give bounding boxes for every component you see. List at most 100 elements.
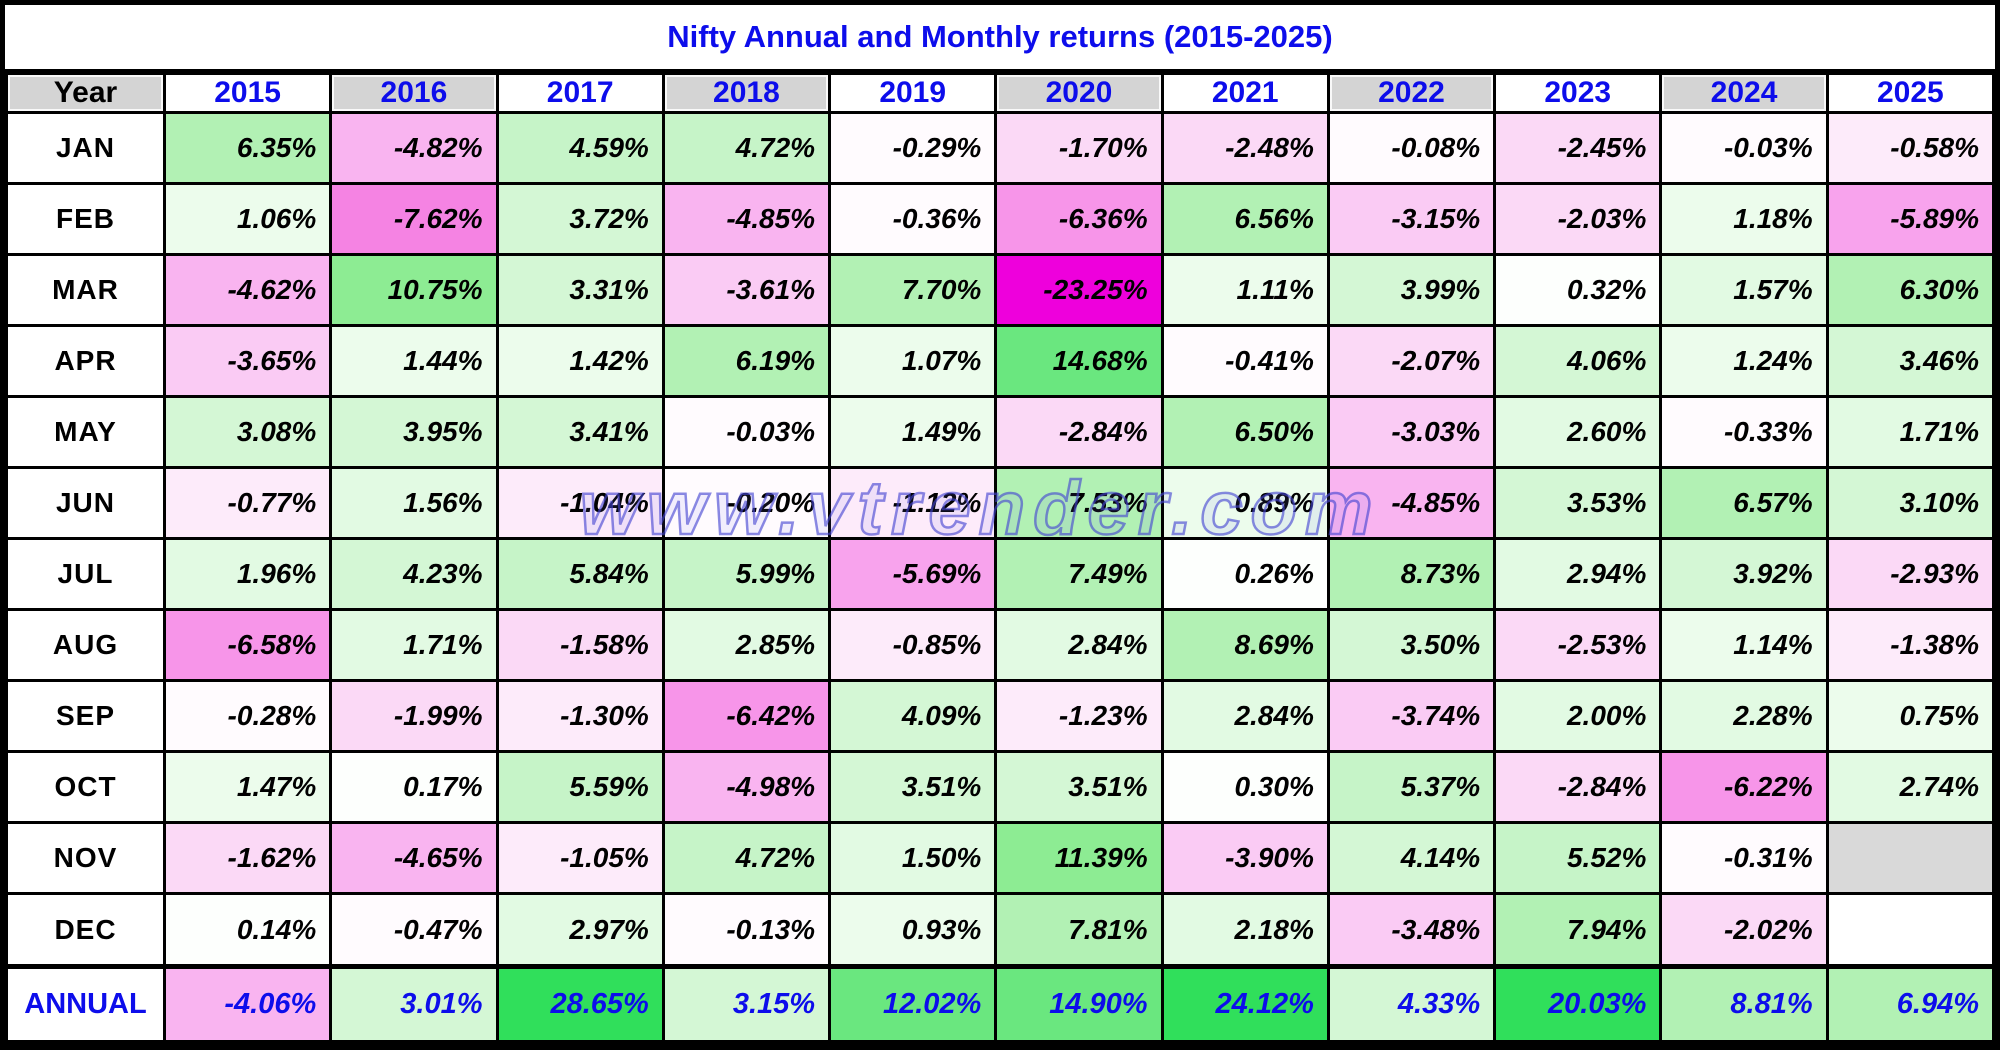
cell-aug-2019: -0.85%: [828, 608, 998, 683]
table-row-dec: DEC 0.14% -0.47% 2.97% -0.13% 0.93% 7.81% 2.18%…: [5, 892, 1995, 969]
cell-jul-2017: 5.84%: [495, 537, 665, 612]
table-header: Year 2015 2016 2017 2018 2019 2020 2021 2022 2023…: [5, 72, 1995, 114]
cell-sep-2015: -0.28%: [162, 679, 333, 754]
cell-apr-2016: 1.44%: [329, 324, 499, 399]
year-header-2016: 2016: [329, 72, 499, 114]
cell-oct-2020: 3.51%: [994, 750, 1164, 825]
cell-feb-2015: 1.06%: [162, 182, 333, 257]
cell-jan-2016: -4.82%: [329, 110, 499, 186]
cell-jan-2020: -1.70%: [994, 110, 1164, 186]
cell-jun-2021: 0.89%: [1160, 466, 1330, 541]
cell-may-2016: 3.95%: [329, 395, 499, 470]
cell-jun-2019: -1.12%: [828, 466, 998, 541]
table-row-apr: APR -3.65% 1.44% 1.42% 6.19% 1.07% 14.68% -0.41…: [5, 324, 1995, 399]
cell-may-2021: 6.50%: [1160, 395, 1330, 470]
year-header-2022: 2022: [1326, 72, 1497, 114]
cell-aug-2018: 2.85%: [661, 608, 832, 683]
cell-sep-2017: -1.30%: [495, 679, 665, 754]
table-row-annual: ANNUAL -4.06% 3.01% 28.65% 3.15% 12.02% 14.90%…: [5, 964, 1995, 1043]
cell-jul-2015: 1.96%: [162, 537, 333, 612]
cell-oct-2018: -4.98%: [661, 750, 832, 825]
cell-annual-2016: 3.01%: [329, 964, 499, 1043]
cell-aug-2023: -2.53%: [1493, 608, 1663, 683]
cell-feb-2021: 6.56%: [1160, 182, 1330, 257]
month-label-feb: FEB: [5, 182, 166, 257]
cell-feb-2017: 3.72%: [495, 182, 665, 257]
table-row-oct: OCT 1.47% 0.17% 5.59% -4.98% 3.51% 3.51% 0.30% 5…: [5, 750, 1995, 825]
year-header-2018: 2018: [661, 72, 832, 114]
cell-jun-2015: -0.77%: [162, 466, 333, 541]
cell-annual-2015: -4.06%: [162, 964, 333, 1043]
cell-jul-2021: 0.26%: [1160, 537, 1330, 612]
cell-dec-2017: 2.97%: [495, 892, 665, 969]
cell-mar-2025: 6.30%: [1825, 253, 1995, 328]
cell-dec-2025: [1825, 892, 1995, 969]
year-header-2019: 2019: [828, 72, 998, 114]
cell-may-2022: -3.03%: [1326, 395, 1497, 470]
table-row-nov: NOV -1.62% -4.65% -1.05% 4.72% 1.50% 11.39% -3.…: [5, 821, 1995, 896]
month-label-sep: SEP: [5, 679, 166, 754]
year-header-2020: 2020: [994, 72, 1164, 114]
cell-oct-2017: 5.59%: [495, 750, 665, 825]
cell-jan-2021: -2.48%: [1160, 110, 1330, 186]
cell-apr-2018: 6.19%: [661, 324, 832, 399]
month-label-oct: OCT: [5, 750, 166, 825]
cell-apr-2023: 4.06%: [1493, 324, 1663, 399]
cell-mar-2024: 1.57%: [1659, 253, 1829, 328]
cell-mar-2015: -4.62%: [162, 253, 333, 328]
month-label-apr: APR: [5, 324, 166, 399]
cell-sep-2020: -1.23%: [994, 679, 1164, 754]
cell-nov-2016: -4.65%: [329, 821, 499, 896]
month-label-aug: AUG: [5, 608, 166, 683]
cell-jan-2018: 4.72%: [661, 110, 832, 186]
cell-may-2025: 1.71%: [1825, 395, 1995, 470]
cell-dec-2023: 7.94%: [1493, 892, 1663, 969]
cell-mar-2020: -23.25%: [994, 253, 1164, 328]
cell-jan-2019: -0.29%: [828, 110, 998, 186]
cell-jun-2020: 7.53%: [994, 466, 1164, 541]
cell-aug-2024: 1.14%: [1659, 608, 1829, 683]
cell-may-2020: -2.84%: [994, 395, 1164, 470]
month-label-jun: JUN: [5, 466, 166, 541]
annual-label: ANNUAL: [5, 964, 166, 1043]
table-row-aug: AUG -6.58% 1.71% -1.58% 2.85% -0.85% 2.84% 8.69…: [5, 608, 1995, 683]
cell-jun-2018: -0.20%: [661, 466, 832, 541]
cell-mar-2022: 3.99%: [1326, 253, 1497, 328]
year-header-2017: 2017: [495, 72, 665, 114]
cell-nov-2025: [1825, 821, 1995, 896]
cell-dec-2024: -2.02%: [1659, 892, 1829, 969]
cell-may-2019: 1.49%: [828, 395, 998, 470]
cell-apr-2020: 14.68%: [994, 324, 1164, 399]
cell-nov-2020: 11.39%: [994, 821, 1164, 896]
cell-jan-2024: -0.03%: [1659, 110, 1829, 186]
cell-sep-2024: 2.28%: [1659, 679, 1829, 754]
cell-annual-2022: 4.33%: [1326, 964, 1497, 1043]
cell-dec-2015: 0.14%: [162, 892, 333, 969]
cell-jun-2023: 3.53%: [1493, 466, 1663, 541]
cell-annual-2023: 20.03%: [1493, 964, 1663, 1043]
cell-feb-2024: 1.18%: [1659, 182, 1829, 257]
cell-aug-2022: 3.50%: [1326, 608, 1497, 683]
cell-jul-2020: 7.49%: [994, 537, 1164, 612]
cell-oct-2015: 1.47%: [162, 750, 333, 825]
cell-dec-2018: -0.13%: [661, 892, 832, 969]
table-row-sep: SEP -0.28% -1.99% -1.30% -6.42% 4.09% -1.23% 2.…: [5, 679, 1995, 754]
cell-sep-2022: -3.74%: [1326, 679, 1497, 754]
cell-jan-2023: -2.45%: [1493, 110, 1663, 186]
table-row-mar: MAR -4.62% 10.75% 3.31% -3.61% 7.70% -23.25% 1.…: [5, 253, 1995, 328]
cell-mar-2021: 1.11%: [1160, 253, 1330, 328]
cell-aug-2015: -6.58%: [162, 608, 333, 683]
cell-aug-2021: 8.69%: [1160, 608, 1330, 683]
year-header-2015: 2015: [162, 72, 333, 114]
cell-mar-2019: 7.70%: [828, 253, 998, 328]
cell-annual-2021: 24.12%: [1160, 964, 1330, 1043]
table-row-may: MAY 3.08% 3.95% 3.41% -0.03% 1.49% -2.84% 6.50%…: [5, 395, 1995, 470]
cell-may-2017: 3.41%: [495, 395, 665, 470]
cell-nov-2017: -1.05%: [495, 821, 665, 896]
cell-nov-2024: -0.31%: [1659, 821, 1829, 896]
cell-aug-2020: 2.84%: [994, 608, 1164, 683]
cell-may-2024: -0.33%: [1659, 395, 1829, 470]
month-label-jul: JUL: [5, 537, 166, 612]
table-row-jan: JAN 6.35% -4.82% 4.59% 4.72% -0.29% -1.70% -2.4…: [5, 110, 1995, 186]
cell-annual-2024: 8.81%: [1659, 964, 1829, 1043]
